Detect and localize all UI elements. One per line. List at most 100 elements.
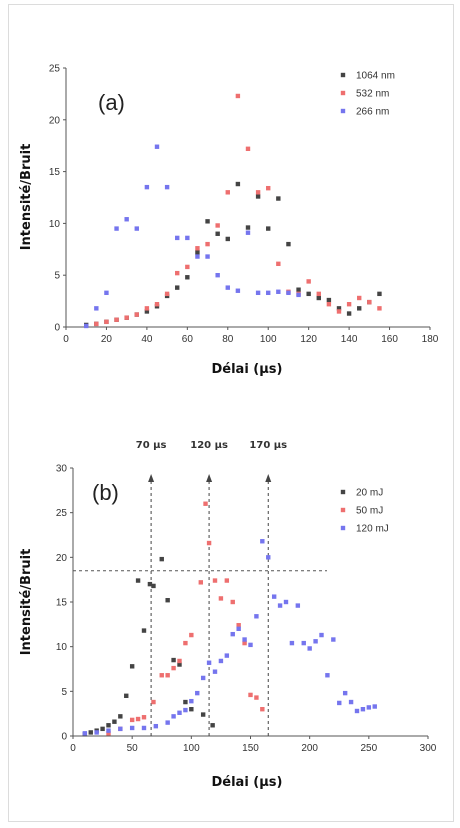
panel-a-x-axis-title: Délai (µs) xyxy=(211,362,282,377)
panel-b-data-point xyxy=(210,723,215,728)
panel-a-data-point xyxy=(377,306,382,311)
panel-a-data-point xyxy=(104,290,109,296)
panel-b-data-point xyxy=(153,723,159,729)
panel-b-data-point xyxy=(165,720,170,725)
panel-b-x-tick-label: 250 xyxy=(360,743,377,754)
panel-b-data-point xyxy=(337,700,342,706)
figure-frame xyxy=(8,4,454,822)
panel-a-data-point xyxy=(175,285,180,290)
panel-a-data-point xyxy=(276,196,281,201)
panel-b-y-tick-label: 25 xyxy=(56,508,68,519)
panel-b-y-axis-title: Intensité/Bruit xyxy=(19,549,34,656)
panel-a-plot: 0 20 40 60 80 100 120 140 160 180 0 5 10 15 20 25 1064 n… xyxy=(49,64,439,346)
panel-a-data-point xyxy=(94,306,99,311)
panel-b-data-point xyxy=(218,596,224,601)
panel-a-y-tick-label: 10 xyxy=(49,219,61,230)
panel-b-data-point xyxy=(206,660,212,665)
panel-a-data-point xyxy=(144,184,150,190)
panel-a-x-tick-label: 20 xyxy=(101,334,113,345)
panel-a-data-point xyxy=(215,223,220,228)
panel-a-data-point xyxy=(225,236,230,242)
panel-b-x-axis-title: Délai (µs) xyxy=(211,775,282,790)
panel-b-data-point xyxy=(171,714,176,719)
panel-b-data-point xyxy=(106,728,111,733)
panel-a-data-point xyxy=(114,317,119,322)
panel-a-x-tick-label: 180 xyxy=(422,334,439,345)
panel-b-data-point xyxy=(248,642,253,648)
panel-b-data-point xyxy=(100,726,105,732)
panel-a-data-point xyxy=(326,297,332,303)
panel-b-data-point xyxy=(129,717,135,723)
panel-b-data-point xyxy=(230,631,235,637)
panel-b-data-point xyxy=(206,540,212,546)
panel-a-x-tick-label: 60 xyxy=(182,334,194,345)
panel-a-y-tick-label: 25 xyxy=(49,64,61,75)
panel-b-data-point xyxy=(177,658,182,664)
panel-a-data-point xyxy=(164,184,170,190)
panel-b-data-point xyxy=(106,723,111,728)
panel-b-marker-arrow xyxy=(148,474,155,482)
panel-b-marker-arrow xyxy=(265,474,272,482)
panel-b-data-point xyxy=(260,539,265,544)
panel-b-data-point xyxy=(189,707,194,712)
panel-b-data-point xyxy=(159,556,164,562)
panel-b-data-point xyxy=(88,730,93,735)
panel-b-data-point xyxy=(135,716,141,722)
panel-a-data-point xyxy=(164,291,170,297)
panel-b-data-point xyxy=(141,715,147,720)
panel-b-plot: 0 50 100 150 200 250 300 0 5 10 15 20 25 30 70 µs 120 µ… xyxy=(56,440,437,754)
panel-a-y-tick-label: 20 xyxy=(49,115,61,126)
panel-b-data-point xyxy=(203,501,208,506)
panel-b-data-point xyxy=(171,657,176,663)
panel-a-data-point xyxy=(154,302,160,307)
panel-b-data-point xyxy=(183,640,188,646)
panel-b-data-point xyxy=(212,669,218,674)
panel-a-data-point xyxy=(306,279,311,284)
panel-b-data-point xyxy=(325,673,330,678)
panel-a-data-point xyxy=(235,288,241,293)
panel-b-data-point xyxy=(171,665,176,671)
panel-b-data-point xyxy=(289,640,295,646)
panel-a-x-tick-label: 80 xyxy=(222,334,234,345)
panel-a-data-point xyxy=(245,225,251,230)
panel-a-data-point xyxy=(84,323,89,329)
panel-b-x-tick-label: 150 xyxy=(242,743,259,754)
panel-b-y-tick-label: 20 xyxy=(56,553,68,564)
panel-a-data-point xyxy=(255,290,261,296)
panel-a-data-point xyxy=(124,315,129,320)
panel-b-label: (b) xyxy=(92,480,119,505)
panel-b-data-point xyxy=(342,690,348,696)
panel-a-x-tick-label: 160 xyxy=(381,334,398,345)
panel-a-data-point xyxy=(266,185,271,191)
panel-a-data-point xyxy=(266,290,271,296)
panel-b-data-point xyxy=(118,726,123,732)
panel-a-data-point xyxy=(175,235,180,241)
panel-a-data-point xyxy=(195,246,200,251)
panel-a-data-point xyxy=(225,190,230,195)
panel-b-data-point xyxy=(183,699,188,705)
panel-b-data-point xyxy=(151,699,156,705)
panel-b-data-point xyxy=(189,698,194,704)
panel-b-data-point xyxy=(82,731,88,736)
panel-b-data-point xyxy=(248,692,253,698)
panel-b-legend-marker xyxy=(340,489,346,495)
panel-a-data-point xyxy=(205,241,210,247)
panel-b-marker-label: 170 µs xyxy=(249,440,287,451)
panel-a-data-point xyxy=(225,285,230,290)
panel-a-data-point xyxy=(357,295,362,301)
panel-b-data-point xyxy=(195,690,200,696)
panel-b-data-point xyxy=(198,580,203,585)
panel-a-data-point xyxy=(245,146,251,152)
panel-b-x-tick-label: 200 xyxy=(301,743,318,754)
panel-a-data-point xyxy=(255,194,261,199)
panel-b-data-point xyxy=(135,578,141,583)
panel-b-legend-label: 20 mJ xyxy=(356,488,383,499)
panel-b-data-point xyxy=(283,599,289,605)
panel-b-data-point xyxy=(372,704,377,709)
panel-b-data-point xyxy=(106,731,111,736)
panel-a-data-point xyxy=(286,290,291,296)
panel-a-data-point xyxy=(235,181,241,187)
panel-a-data-point xyxy=(346,311,352,316)
panel-b-data-point xyxy=(360,707,366,712)
